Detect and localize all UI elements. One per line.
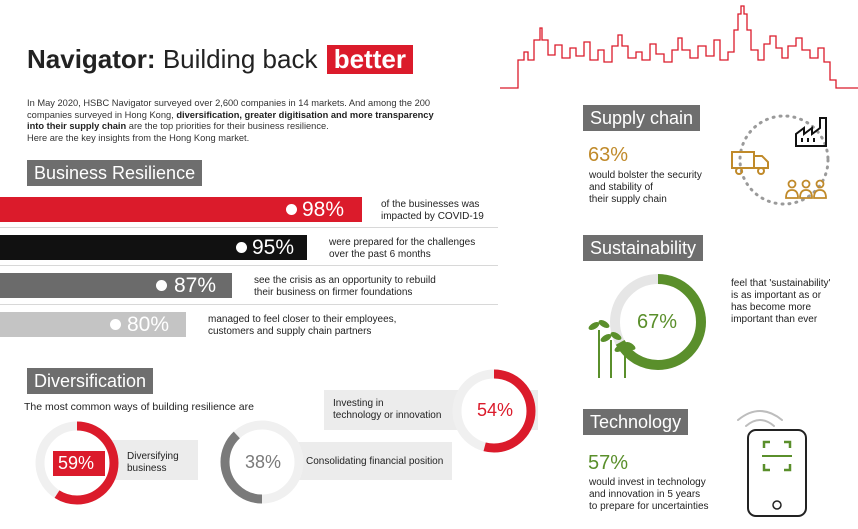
divider	[0, 227, 498, 228]
bar-value-3: 87%	[174, 274, 217, 297]
supply-chain-heading: Supply chain	[583, 105, 701, 131]
diversifying-value: 59%	[58, 453, 95, 473]
consolidating-value: 38%	[245, 452, 282, 472]
bar-value-2: 95%	[252, 236, 295, 259]
resilience-desc-2a: were prepared for the challenges	[329, 237, 476, 248]
investing-label-2: technology or innovation	[333, 410, 442, 421]
intro-line-2a: companies surveyed in Hong Kong,	[27, 109, 177, 120]
sustainability-desc-2: is as important as or	[731, 290, 822, 301]
diversifying-label-1: Diversifying	[127, 451, 179, 462]
diversification-subtitle: The most common ways of building resilie…	[24, 401, 254, 413]
diversifying-value-box	[53, 451, 105, 476]
resilience-desc-3: see the crisis as an opportunity to rebu…	[254, 275, 436, 299]
page-title: Navigator: Building back better	[27, 44, 413, 75]
resilience-desc-1: of the businesses was impacted by COVID-…	[381, 199, 484, 223]
intro-line-1: In May 2020, HSBC Navigator surveyed ove…	[27, 98, 431, 108]
title-rest: Building back	[162, 44, 318, 74]
technology-desc-2: and innovation in 5 years	[589, 489, 701, 500]
intro-line-3b: into their supply chain	[27, 121, 127, 132]
resilience-desc-4b: customers and supply chain partners	[208, 326, 372, 337]
consolidating-label: Consolidating financial position	[306, 456, 444, 467]
divider	[0, 304, 498, 305]
consolidating-ring	[220, 420, 304, 504]
resilience-desc-3b: their business on firmer foundations	[254, 287, 413, 298]
sustainability-desc-4: important than ever	[731, 314, 818, 325]
sustainability-desc-1: feel that 'sustainability'	[731, 278, 831, 289]
technology-desc-1: would invest in technology	[589, 477, 706, 488]
technology-heading: Technology	[583, 409, 689, 435]
resilience-desc-3a: see the crisis as an opportunity to rebu…	[254, 275, 436, 286]
resilience-bar-3: 87%	[0, 273, 232, 298]
smartphone-scan-icon	[737, 410, 807, 517]
resilience-desc-1b: impacted by COVID-19	[381, 211, 484, 222]
sustainability-value: 67%	[637, 311, 678, 333]
investing-ring	[452, 369, 536, 453]
supply-chain-desc-3: their supply chain	[589, 194, 667, 205]
resilience-desc-1a: of the businesses was	[381, 199, 480, 210]
bar-dot-1	[286, 204, 297, 215]
supply-chain-value: 63%	[588, 144, 629, 166]
investing-label: Investing in technology or innovation	[333, 398, 441, 422]
resilience-bar-4: 80%	[0, 312, 186, 337]
truck-icon	[731, 151, 769, 175]
resilience-bar-2: 95%	[0, 235, 307, 260]
supply-chain-desc-1: would bolster the security	[589, 170, 702, 181]
bar-dot-2	[236, 242, 247, 253]
supply-chain-desc: would bolster the security and stability…	[589, 170, 702, 206]
intro-line-3: into their supply chain are the top prio…	[27, 121, 497, 133]
investing-label-1: Investing in	[333, 398, 384, 409]
bar-value-1: 98%	[302, 198, 345, 221]
bar-value-4: 80%	[127, 313, 170, 336]
intro-line-4: Here are the key insights from the Hong …	[27, 132, 250, 143]
resilience-desc-4: managed to feel closer to their employee…	[208, 314, 396, 338]
resilience-desc-4a: managed to feel closer to their employee…	[208, 314, 397, 325]
diversifying-label: Diversifying business	[127, 451, 179, 475]
title-highlight: better	[326, 45, 413, 74]
supply-chain-desc-2: and stability of	[589, 182, 653, 193]
sustainability-desc: feel that 'sustainability' is as importa…	[731, 278, 830, 326]
title-bold: Navigator:	[27, 44, 156, 74]
business-resilience-heading: Business Resilience	[27, 160, 203, 186]
sprout-icon	[588, 320, 636, 378]
divider	[0, 265, 498, 266]
sustainability-heading: Sustainability	[583, 235, 704, 261]
technology-value: 57%	[588, 452, 629, 474]
intro-line-2: companies surveyed in Hong Kong, diversi…	[27, 110, 497, 122]
intro-line-2b: diversification, greater digitisation an…	[176, 109, 434, 120]
technology-desc-3: to prepare for uncertainties	[589, 501, 709, 512]
resilience-bar-1: 98%	[0, 197, 362, 222]
intro-line-3a: are the top priorities for their busines…	[126, 121, 329, 132]
investing-value: 54%	[477, 400, 514, 420]
resilience-desc-2b: over the past 6 months	[329, 249, 431, 260]
sustainability-desc-3: has become more	[731, 302, 812, 313]
diversification-heading: Diversification	[27, 368, 154, 394]
supply-chain-cycle-icon	[731, 114, 830, 206]
factory-icon	[795, 117, 827, 147]
skyline-illustration	[500, 5, 858, 89]
bar-dot-4	[110, 319, 121, 330]
technology-desc: would invest in technology and innovatio…	[589, 477, 709, 513]
bar-dot-3	[156, 280, 167, 291]
resilience-desc-2: were prepared for the challenges over th…	[329, 237, 475, 261]
diversifying-label-2: business	[127, 463, 167, 474]
intro-paragraph: In May 2020, HSBC Navigator surveyed ove…	[27, 98, 497, 144]
people-icon	[785, 179, 827, 199]
sustainability-ring	[610, 274, 706, 370]
